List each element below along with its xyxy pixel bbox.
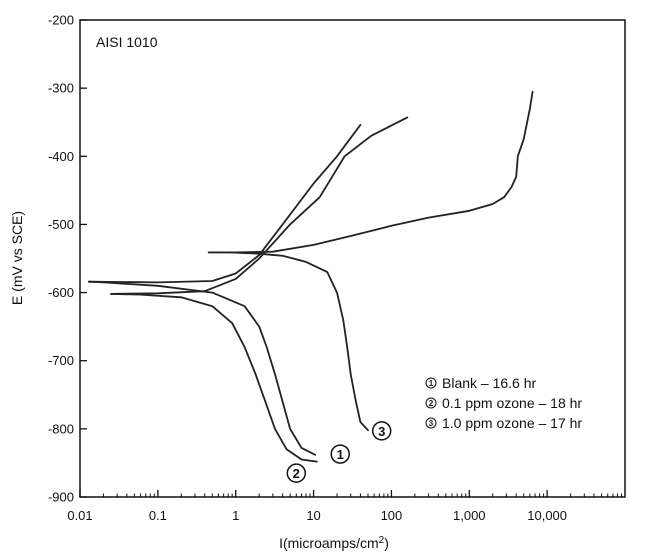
x-tick-label: 10,000 — [527, 508, 567, 523]
x-tick-label: 10 — [306, 508, 320, 523]
legend-entry-label: 1.0 ppm ozone – 17 hr — [442, 415, 582, 431]
x-axis-title-close: ) — [384, 535, 389, 551]
y-tick-label: -400 — [48, 149, 74, 164]
curve-2-cathodic-branch — [110, 293, 318, 463]
legend-entry-label: Blank – 16.6 hr — [442, 375, 537, 391]
x-tick-label: 0.1 — [149, 508, 167, 523]
y-tick-label: -500 — [48, 217, 74, 232]
x-axis-title-main: I(microamps/cm — [279, 535, 379, 551]
legend-marker-circle — [425, 397, 437, 409]
y-tick-label: -900 — [48, 490, 74, 505]
curve-1-anodic-branch — [88, 124, 362, 284]
curve-3-marker-label: 3 — [378, 424, 385, 439]
curve-2-anodic-branch — [110, 116, 409, 295]
legend-entry-label: 0.1 ppm ozone – 18 hr — [442, 395, 582, 411]
legend-marker-number: 2 — [429, 399, 434, 408]
y-axis-title: E (mV vs SCE) — [9, 211, 25, 305]
curve-1-cathodic-branch — [88, 280, 317, 456]
axes — [79, 19, 626, 498]
curve-markers: 1 2 3 — [286, 421, 392, 483]
curve-3-cathodic-branch — [207, 251, 369, 432]
y-tick-label: -200 — [48, 13, 74, 28]
x-tick-label: 1,000 — [453, 508, 486, 523]
x-axis-title: I(microamps/cm2) — [279, 535, 389, 552]
y-tick-label: -600 — [48, 285, 74, 300]
legend-marker-circle — [425, 417, 437, 429]
curve-1-marker-label: 1 — [337, 447, 344, 462]
curve-3-anodic-branch — [207, 90, 534, 254]
curves — [88, 90, 534, 463]
steel-grade-annotation: AISI 1010 — [96, 34, 158, 50]
legend-marker-number: 1 — [429, 379, 434, 388]
legend-marker-circle — [425, 377, 437, 389]
y-tick-label: -300 — [48, 81, 74, 96]
curve-2-marker-label: 2 — [293, 466, 300, 481]
x-tick-label: 1 — [232, 508, 239, 523]
y-tick-label: -800 — [48, 421, 74, 436]
x-tick-label: 100 — [381, 508, 403, 523]
curve-1-marker-circle — [330, 444, 350, 464]
curve-3-marker-circle — [371, 421, 392, 441]
legend-marker-number: 3 — [429, 419, 434, 428]
plot-frame — [79, 19, 626, 498]
legend: 1 Blank – 16.6 hr 2 0.1 ppm ozone – 18 hr 3 1… — [425, 375, 582, 431]
y-tick-label: -700 — [48, 353, 74, 368]
y-ticks: -200 -300 -400 -500 -600 -700 -800 -900 — [48, 13, 87, 505]
x-axis-title-superscript: 2 — [379, 535, 385, 546]
x-ticks: 0.01 0.1 1 10 100 1,000 10,000 — [67, 490, 622, 523]
x-tick-label: 0.01 — [67, 508, 92, 523]
curve-2-marker-circle — [286, 463, 307, 483]
